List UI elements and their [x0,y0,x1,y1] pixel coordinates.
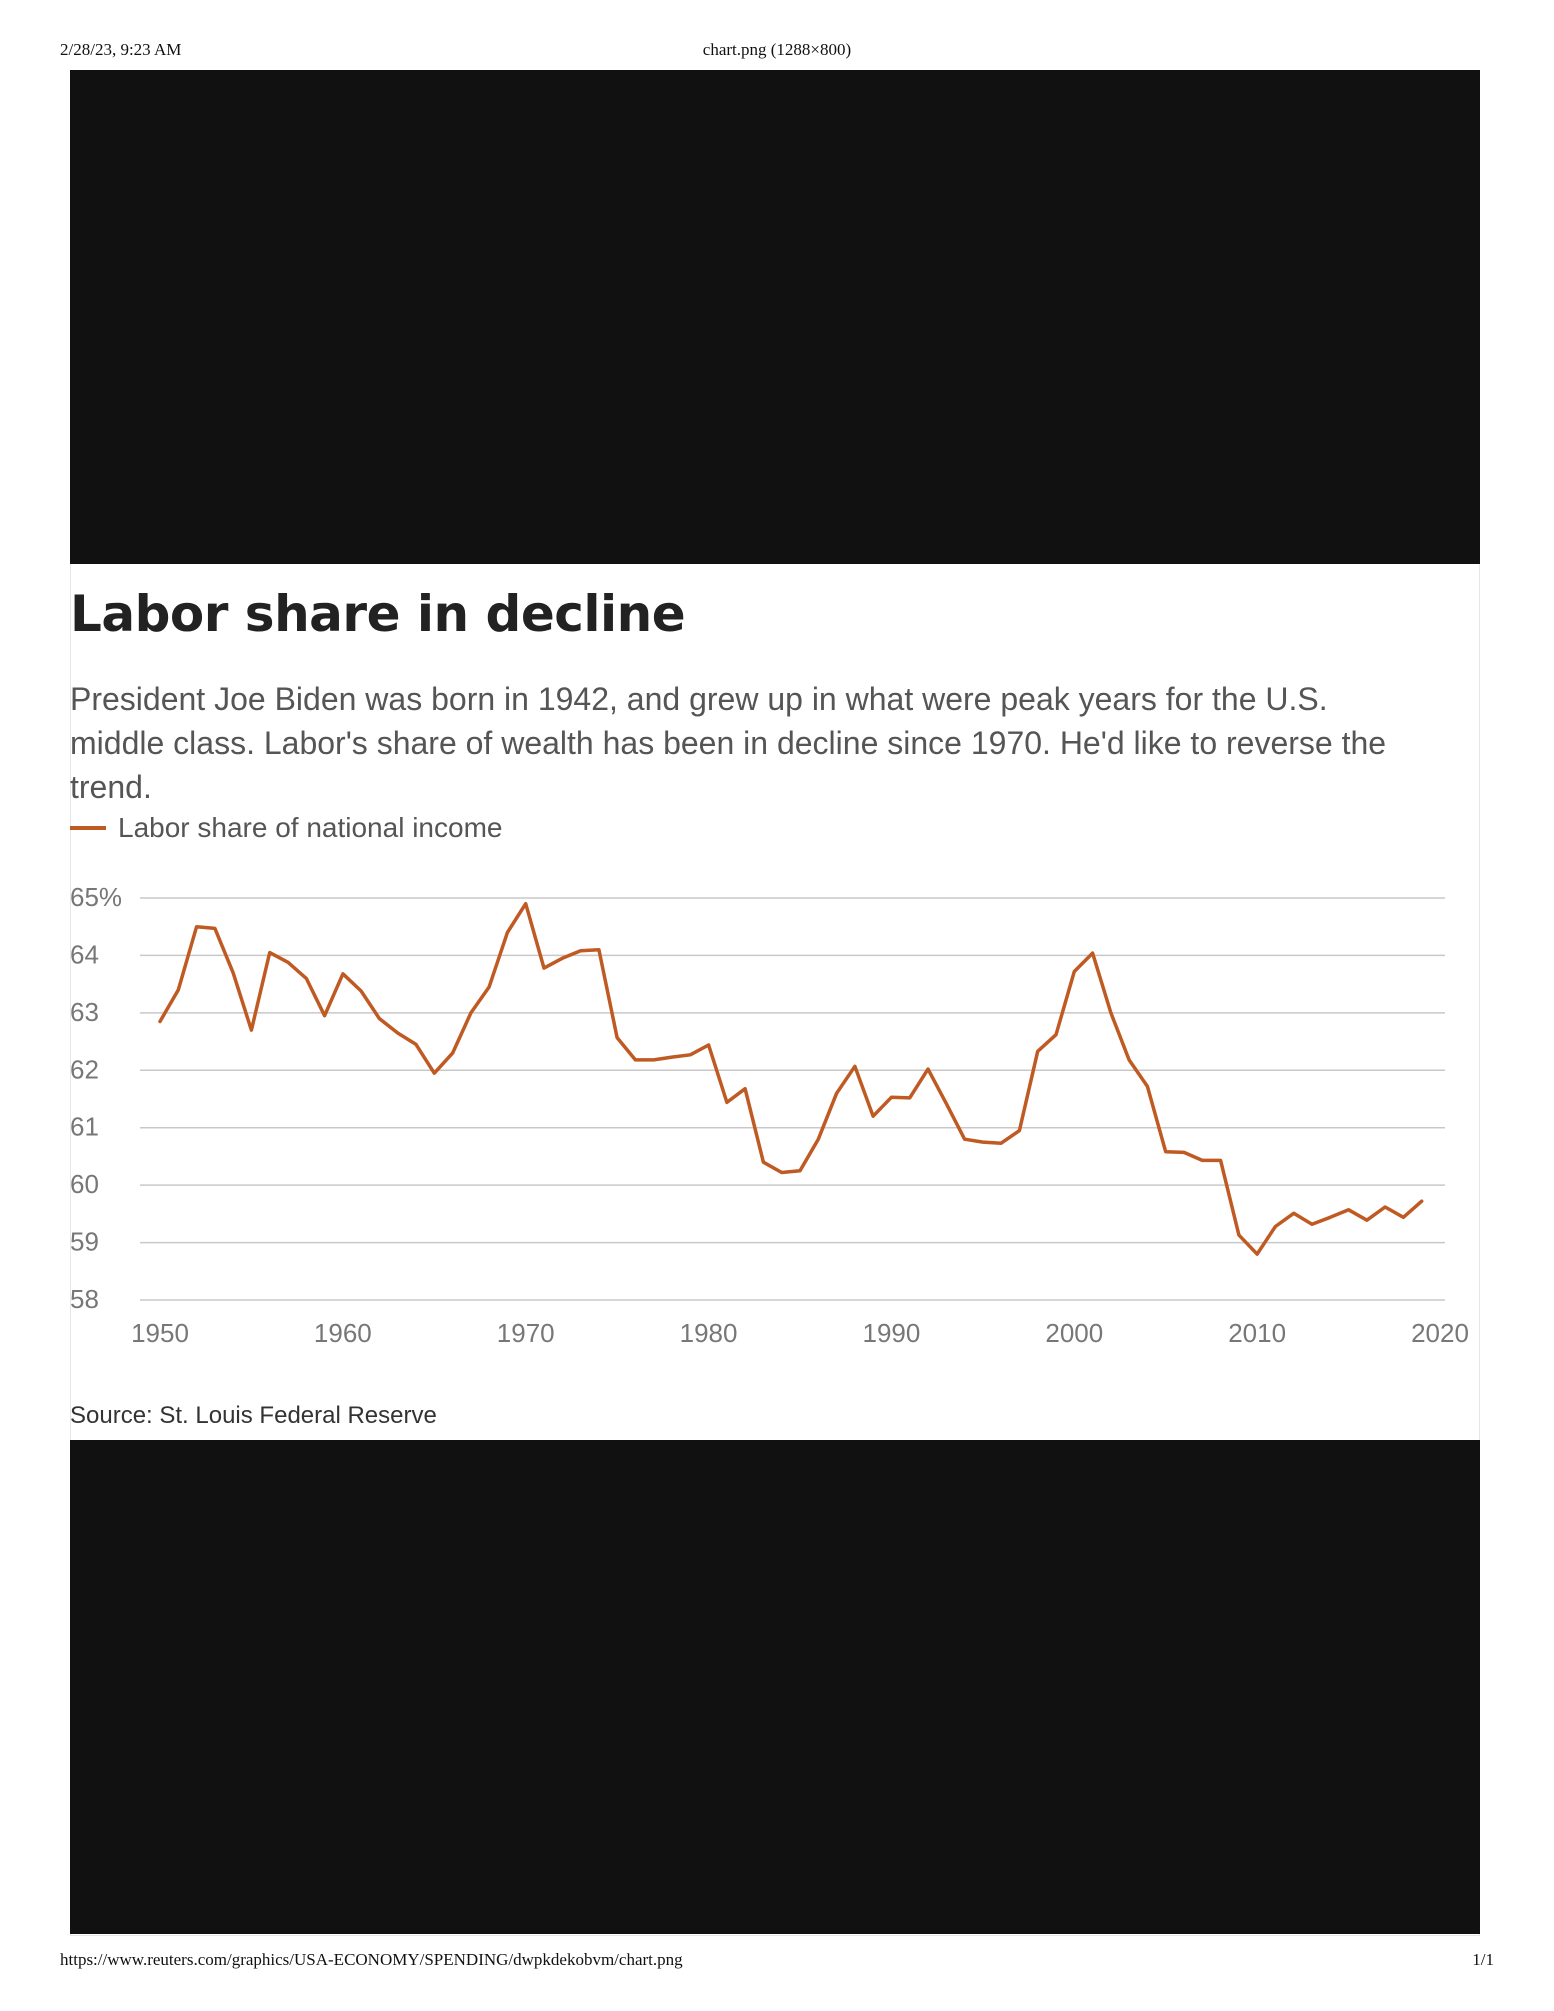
print-datetime: 2/28/23, 9:23 AM [60,40,182,59]
chart-subtitle: President Joe Biden was born in 1942, an… [70,681,1387,805]
y-tick-label: 65% [70,882,122,912]
print-page-number: 1/1 [1472,1950,1494,1969]
x-tick-label: 1970 [497,1318,555,1348]
x-tick-label: 2020 [1411,1318,1469,1348]
x-tick-label: 1960 [314,1318,372,1348]
series-line-labor-share [158,901,1424,1256]
y-tick-label: 59 [70,1227,99,1257]
bottom-black-band [70,1440,1480,1934]
y-tick-label: 62 [70,1054,99,1084]
x-tick-label: 1980 [680,1318,738,1348]
print-url: https://www.reuters.com/graphics/USA-ECO… [60,1950,683,1969]
x-tick-label: 1990 [863,1318,921,1348]
chart-legend: Labor share of national income [70,810,502,846]
top-black-band [70,70,1480,564]
y-tick-label: 61 [70,1112,99,1142]
y-tick-label: 60 [70,1169,99,1199]
y-tick-label: 63 [70,997,99,1027]
legend-label: Labor share of national income [118,812,503,843]
line-chart: 65% 64 63 62 61 60 59 58 1950 1960 1970 1980 1990 200… [70,882,1469,1348]
x-tick-label: 2010 [1228,1318,1286,1348]
y-tick-label: 64 [70,939,99,969]
y-tick-label: 58 [70,1284,99,1314]
chart-source: Source: St. Louis Federal Reserve [70,1402,437,1429]
x-tick-label: 1950 [131,1318,189,1348]
x-tick-label: 2000 [1045,1318,1103,1348]
print-doc-title: chart.png (1288×800) [702,40,852,59]
chart-title: Labor share in decline [70,585,686,643]
legend-swatch [70,826,106,830]
